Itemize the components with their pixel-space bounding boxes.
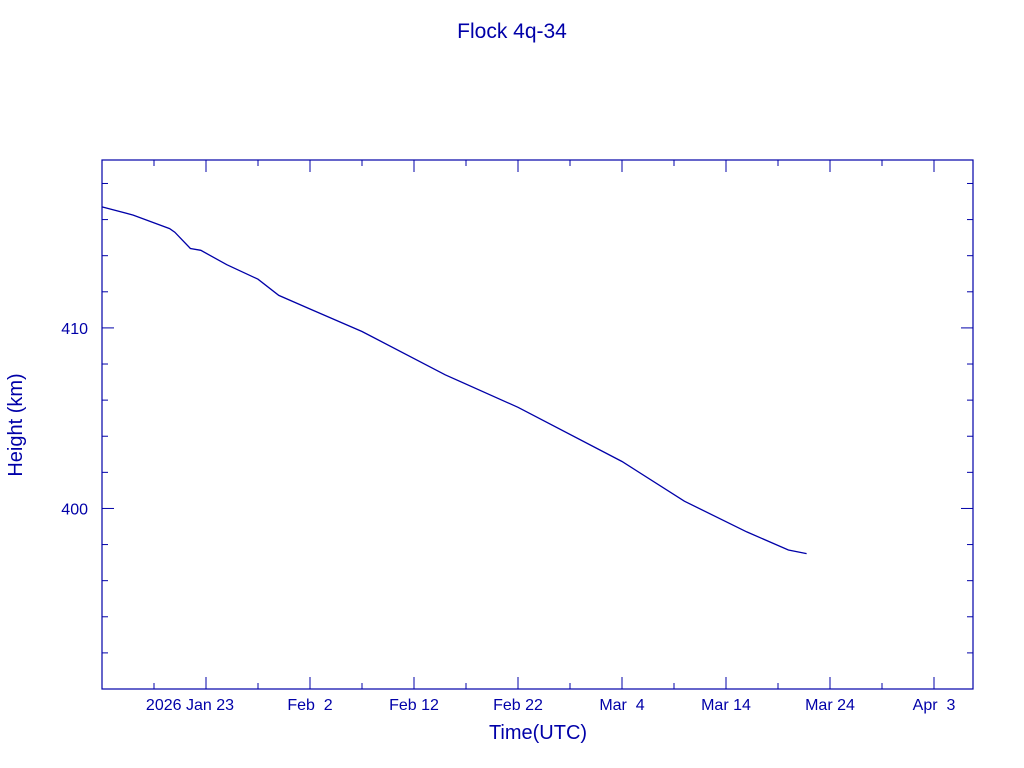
x-tick-label: Mar 14 <box>701 697 751 714</box>
x-tick-label: Mar 4 <box>599 697 644 714</box>
x-tick-label: 2026 Jan 23 <box>146 697 234 714</box>
x-axis-label: Time(UTC) <box>489 722 587 744</box>
y-tick-label: 400 <box>61 501 88 518</box>
chart-title: Flock 4q-34 <box>457 20 567 43</box>
series-line <box>101 206 807 555</box>
plot-frame <box>101 159 974 690</box>
y-tick-label: 410 <box>61 321 88 338</box>
x-tick-label: Feb 2 <box>287 697 332 714</box>
x-tick-label: Apr 3 <box>913 697 956 714</box>
x-tick-label: Feb 22 <box>493 697 543 714</box>
x-tick-label: Mar 24 <box>805 697 855 714</box>
x-tick-label: Feb 12 <box>389 697 439 714</box>
y-axis-label: Height (km) <box>5 373 27 476</box>
